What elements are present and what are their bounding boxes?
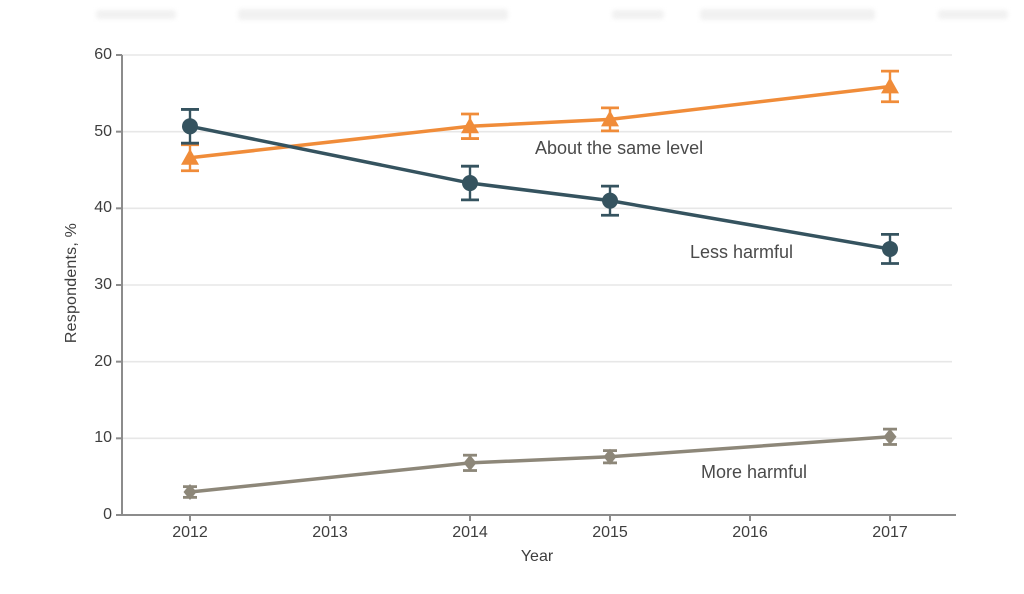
series-line [189,435,891,494]
y-tick-label: 40 [94,199,112,217]
y-axis-title: Respondents, % [63,222,80,344]
y-tick-label: 60 [94,46,112,63]
faded-title-fragment [96,10,176,19]
x-tick-label: 2013 [312,524,348,541]
x-tick-label: 2015 [592,524,628,541]
x-tick-label: 2014 [452,524,488,541]
x-tick-label: 2016 [732,524,768,541]
y-tick-label: 0 [103,506,112,523]
faded-title-fragment [700,9,875,20]
marker-circle [882,240,898,257]
marker-diamond [463,454,477,471]
faded-title-fragment [238,9,508,20]
marker-circle [462,175,478,192]
series-label-less-harmful: Less harmful [690,242,794,262]
y-tick-label: 20 [94,352,112,370]
x-tick-label: 2017 [872,524,908,541]
marker-circle [602,192,618,209]
marker-triangle [881,77,899,94]
series-line [189,124,891,251]
marker-circle [182,118,198,135]
y-tick-label: 10 [94,429,112,447]
marker-diamond [183,484,197,500]
marker-diamond [883,428,897,445]
faded-title-fragment [612,10,664,19]
y-tick-label: 30 [94,276,112,293]
x-tick-label: 2012 [172,524,208,541]
marker-diamond [603,448,617,465]
series-label-about-same-level: About the same level [535,138,704,158]
marker-triangle [601,110,619,127]
y-tick-label: 50 [94,122,112,140]
series-line [189,84,891,160]
x-axis-title: Year [520,548,554,565]
faded-title-fragment [938,10,1008,19]
series-label-more-harmful: More harmful [701,462,808,482]
marker-triangle [181,148,199,165]
marker-triangle [461,117,479,134]
